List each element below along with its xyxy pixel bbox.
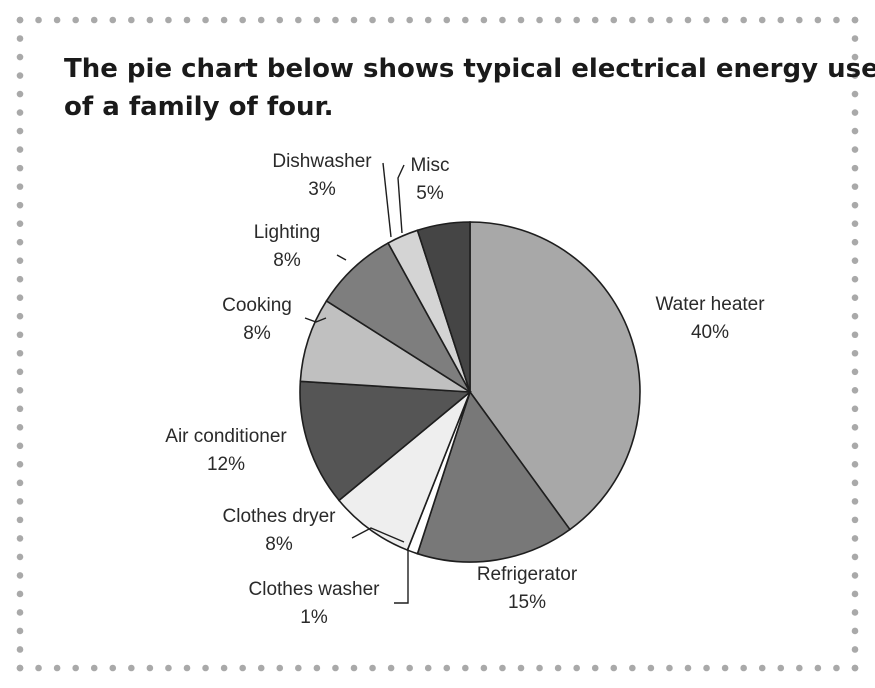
leader-line-cooking: [304, 317, 327, 323]
slice-percent-misc: 5%: [416, 183, 444, 204]
leader-line-clothes-dryer: [351, 527, 405, 543]
pie-slice-water-heater: [469, 221, 641, 531]
slice-percent-clothes-dryer: 8%: [265, 534, 293, 555]
slice-percent-cooking: 8%: [243, 323, 271, 344]
slice-percent-air-conditioner: 12%: [207, 454, 245, 475]
page-heading: The pie chart below shows typical electr…: [64, 50, 875, 126]
slice-label-clothes-washer: Clothes washer: [249, 579, 381, 600]
heading-line-1: The pie chart below shows typical electr…: [64, 54, 875, 84]
leader-line-clothes-washer: [394, 548, 409, 604]
slice-percent-clothes-washer: 1%: [300, 607, 328, 628]
slice-label-lighting: Lighting: [254, 222, 321, 243]
slice-label-dishwasher: Dishwasher: [272, 151, 372, 172]
slice-label-clothes-dryer: Clothes dryer: [223, 506, 337, 527]
slice-label-water-heater: Water heater: [655, 294, 765, 315]
slice-percent-water-heater: 40%: [691, 322, 729, 343]
leader-line-dishwasher: [382, 162, 392, 238]
pie-slice-misc: [416, 221, 471, 393]
pie-slice-refrigerator: [416, 390, 572, 563]
slice-percent-refrigerator: 15%: [508, 592, 546, 613]
slice-label-cooking: Cooking: [222, 295, 292, 316]
slice-percent-lighting: 8%: [273, 250, 301, 271]
slice-label-refrigerator: Refrigerator: [477, 564, 578, 585]
pie-slice-air-conditioner: [299, 380, 473, 502]
slice-label-air-conditioner: Air conditioner: [165, 426, 287, 447]
heading-line-2: of a family of four.: [64, 92, 334, 122]
slice-percent-dishwasher: 3%: [308, 179, 336, 200]
slice-label-misc: Misc: [410, 155, 449, 176]
leader-line-misc: [397, 164, 405, 234]
leader-line-lighting: [336, 254, 347, 261]
